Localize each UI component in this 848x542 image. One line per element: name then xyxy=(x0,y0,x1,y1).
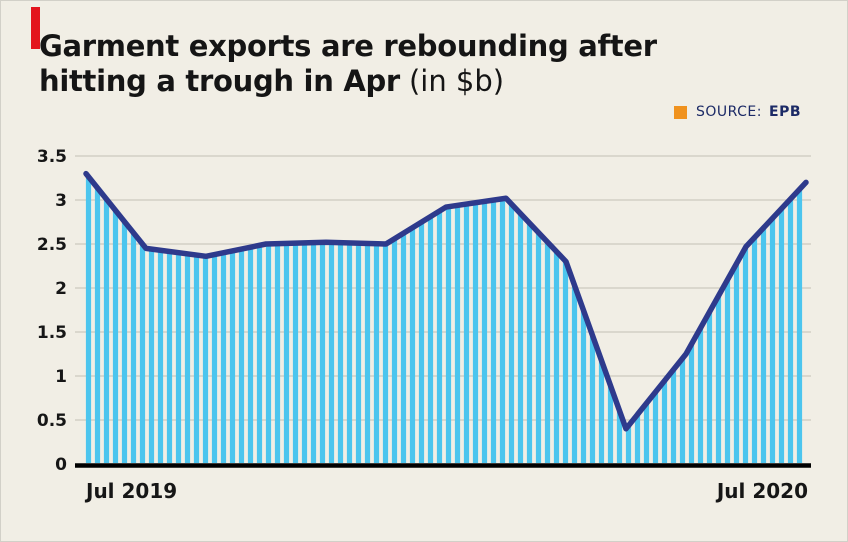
svg-text:3.5: 3.5 xyxy=(37,147,67,167)
source-value: EPB xyxy=(769,104,801,120)
svg-text:3: 3 xyxy=(55,191,67,211)
title-accent-bar xyxy=(31,7,40,49)
chart-title: Garment exports are rebounding after hit… xyxy=(39,29,657,100)
svg-text:2.5: 2.5 xyxy=(37,235,67,255)
svg-text:0: 0 xyxy=(55,455,67,475)
chart-title-unit: (in $b) xyxy=(408,64,505,99)
svg-text:Jul 2019: Jul 2019 xyxy=(84,479,177,503)
svg-text:2: 2 xyxy=(55,279,67,299)
svg-text:Jul 2020: Jul 2020 xyxy=(715,479,808,503)
legend-swatch-icon xyxy=(673,105,687,119)
chart-title-line-2-text: hitting a trough in Apr xyxy=(39,64,400,99)
svg-text:0.5: 0.5 xyxy=(37,411,67,431)
svg-text:1: 1 xyxy=(55,367,67,387)
source-label: SOURCE: xyxy=(695,104,762,120)
svg-text:1.5: 1.5 xyxy=(37,323,67,343)
chart-title-line-1: Garment exports are rebounding after xyxy=(39,29,657,63)
source-legend: SOURCE: EPB xyxy=(673,104,801,120)
chart-title-line-2: hitting a trough in Apr (in $b) xyxy=(39,64,657,99)
